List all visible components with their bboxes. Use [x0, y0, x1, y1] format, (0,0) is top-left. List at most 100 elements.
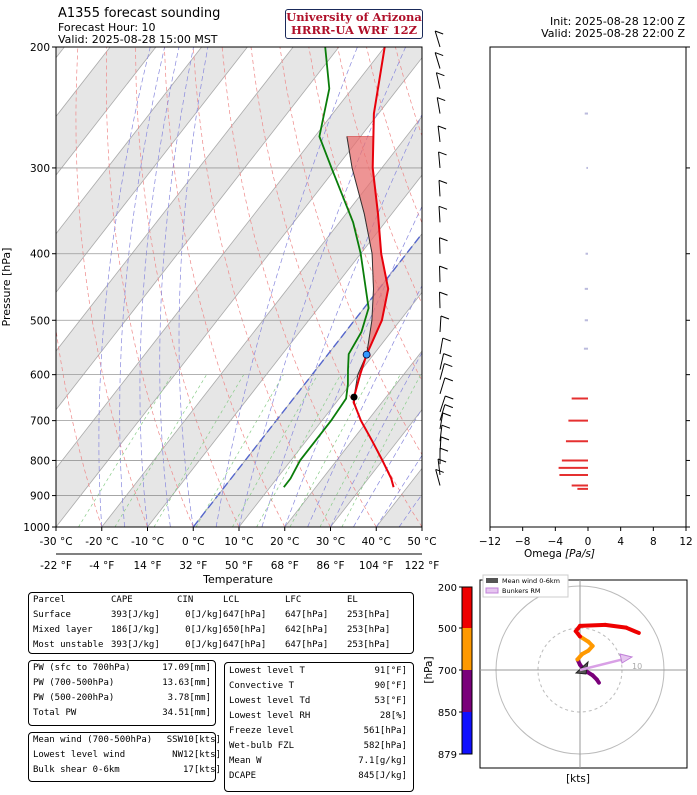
- hodo-legend-label: Bunkers RM: [502, 587, 540, 595]
- isotherm-line: [56, 47, 248, 294]
- stats-row: Lowest level RH 28[%]: [229, 709, 409, 724]
- celsius-tick-label: 30 °C: [316, 536, 345, 548]
- brand-line-1: University of Arizona: [286, 10, 422, 24]
- fahrenheit-tick-label: 14 °F: [134, 560, 162, 572]
- omega-xlabel: Omega [Pa/s]: [524, 548, 595, 560]
- omega-xlabel-unit: [Pa/s]: [565, 548, 595, 560]
- wind-barb-staff: [439, 395, 446, 413]
- skewt-axes: 200 300 400 500 600 700 800 900 1000 -30 °C -22 °F…: [23, 42, 439, 572]
- wind-barb-flag: [438, 179, 448, 184]
- celsius-tick-label: 10 °C: [224, 536, 253, 548]
- dry-adiabat: [395, 47, 422, 138]
- parcel-row-cell: 0[J/kg]: [185, 640, 223, 650]
- pressure-tick-label: 900: [30, 491, 50, 503]
- mixing-ratio-line: [153, 374, 244, 527]
- forecast-hour: Forecast Hour: 10: [58, 21, 156, 34]
- isotherm-line: [330, 409, 422, 527]
- isotherm-line: [284, 350, 422, 527]
- dry-adiabat: [105, 47, 194, 527]
- pw-row-cell: 34.51[mm]: [162, 708, 211, 718]
- fahrenheit-tick-label: -4 °F: [89, 560, 114, 572]
- isotherm-line: [375, 467, 422, 527]
- omega-tick-label: 4: [617, 536, 624, 548]
- wind-barb-staff: [438, 206, 441, 223]
- brand-logo: University of Arizona HRRR-UA WRF 12Z: [285, 9, 423, 39]
- pw-row-cell: 17.09[mm]: [162, 663, 211, 673]
- wind-row-cell: SSW: [166, 735, 183, 745]
- wind-barb-flag: [445, 395, 454, 400]
- stats-row-cell: 582[hPa]: [363, 741, 407, 751]
- hodograph: 10 Mean wind 0-6km Bunkers RM 200 500 700 850 8…: [423, 574, 688, 785]
- hodo-ring-label: 10: [632, 662, 642, 671]
- wind-barbs: [434, 30, 454, 486]
- legend-mean-swatch: [486, 578, 498, 583]
- isotherm-line: [56, 57, 422, 527]
- stats-row: Convective T 90[°F]: [229, 679, 409, 694]
- parcel-row: Surface 393[J/kg] 0[J/kg] 647[hPa] 647[hPa] 2…: [33, 608, 413, 623]
- parcel-row-cell: 650[hPa]: [223, 625, 267, 635]
- wind-barb-flag: [442, 337, 451, 342]
- omega-tick-label: 0: [585, 536, 592, 548]
- colorbar-tick-label: 500: [438, 624, 457, 635]
- pressure-tick-label: 800: [30, 455, 50, 467]
- pressure-tick-label: 400: [30, 249, 50, 261]
- isotherm-line: [147, 174, 422, 527]
- wind-barb-staff: [439, 412, 444, 430]
- wind-barb-flag: [444, 363, 453, 368]
- omega-tick-label: −4: [548, 536, 564, 548]
- pressure-tick-label: 1000: [23, 522, 50, 534]
- celsius-tick-label: 20 °C: [270, 536, 299, 548]
- wind-barb-flag: [435, 468, 444, 473]
- omega-xlabel-text: Omega: [524, 548, 562, 560]
- pw-row-cell: 3.78[mm]: [167, 693, 211, 703]
- colorbar-tick-label: 200: [438, 583, 457, 594]
- parcel-row-cell: 647[hPa]: [223, 610, 267, 620]
- wind-barb-flag: [439, 237, 448, 242]
- colorbar-segment: [462, 712, 472, 754]
- wind-barb-staff: [439, 353, 445, 370]
- wind-row-cell: Bulk shear 0-6km: [33, 765, 120, 775]
- parcel-row-cell: Most unstable: [33, 640, 104, 650]
- pressure-tick-label: 500: [30, 315, 50, 327]
- parcel-row-cell: 642[hPa]: [285, 625, 329, 635]
- parcel-row-cell: 647[hPa]: [285, 640, 329, 650]
- parcel-row-cell: 393[J/kg]: [111, 610, 160, 620]
- wind-barb-staff: [434, 52, 441, 69]
- parcel-row-cell: Surface: [33, 610, 71, 620]
- hodo-trace-segment: [578, 622, 608, 628]
- skewt-isotherm-bands: [56, 47, 422, 527]
- dry-adiabat: [482, 47, 697, 527]
- parcel-table: Parcel CAPE CIN LCL LFC EL Surface 393[J/kg] 0[J…: [28, 592, 414, 654]
- wind-barb-staff: [436, 97, 441, 114]
- colorbar-tick-label: 879: [438, 750, 457, 761]
- moist-adiabat: [238, 47, 406, 527]
- wind-barb-flag: [444, 377, 454, 382]
- wind-barb-flag: [444, 404, 454, 409]
- moist-adiabat: [376, 454, 422, 527]
- wind-table-rows: Mean wind (700-500hPa) SSW 10[kts] Lowest l…: [29, 733, 221, 778]
- stats-row-cell: 28[%]: [379, 711, 407, 721]
- stats-row-cell: 561[hPa]: [363, 726, 407, 736]
- fahrenheit-tick-label: 32 °F: [179, 560, 207, 572]
- dry-adiabat: [75, 47, 148, 527]
- wind-barb-flag: [437, 97, 446, 102]
- pw-row: Total PW 34.51[mm]: [33, 706, 211, 721]
- parcel-row: Mixed layer 186[J/kg] 0[J/kg] 650[hPa] 642[h…: [33, 623, 413, 638]
- valid-utc-time: Valid: 2025-08-28 22:00 Z: [541, 27, 685, 40]
- colorbar-label: [hPa]: [423, 656, 435, 683]
- wind-row-cell: Lowest level wind: [33, 750, 126, 760]
- wind-barb-flag: [438, 205, 448, 210]
- isotherm-line: [56, 47, 294, 352]
- parcel-header-row-cell: CAPE: [111, 595, 133, 605]
- parcel-row-cell: 647[hPa]: [223, 640, 267, 650]
- wind-barb-flag: [439, 265, 448, 270]
- wind-row-cell: 17[kts]: [183, 765, 221, 775]
- stats-table: Lowest level T 91[°F] Convective T 90[°F] Lo…: [224, 662, 414, 792]
- pw-row-cell: Total PW: [33, 708, 77, 718]
- wind-barb-flag: [443, 353, 452, 358]
- omega-panel: −12 −8 −4 0 4 8 12: [479, 46, 693, 548]
- omega-tick-label: −8: [515, 536, 530, 548]
- pw-row-cell: PW (sfc to 700hPa): [33, 663, 131, 673]
- pw-table: PW (sfc to 700hPa) 17.09[mm] PW (700-500hP…: [28, 660, 216, 726]
- parcel-row-cell: 0[J/kg]: [185, 625, 223, 635]
